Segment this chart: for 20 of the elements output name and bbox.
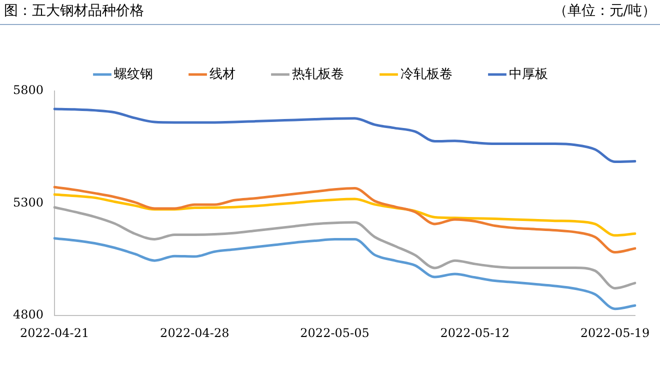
chart-title: 图：五大钢材品种价格: [4, 2, 144, 20]
line-series: [53, 186, 636, 254]
legend-label: 中厚板: [508, 66, 548, 82]
legend-label: 螺纹钢: [114, 66, 153, 82]
y-tick-label: 4800: [12, 308, 44, 322]
x-tick-label: 2022-05-05: [300, 326, 370, 340]
line-series: [53, 108, 636, 163]
legend-label: 线材: [209, 66, 236, 82]
line-series: [53, 237, 636, 310]
line-series: [53, 193, 636, 237]
x-tick-label: 2022-05-12: [440, 326, 510, 340]
x-tick-label: 2022-05-19: [580, 326, 650, 340]
x-tick-label: 2022-04-28: [160, 326, 230, 340]
chart-subtitle: （单位：元/吨）: [553, 2, 656, 20]
legend-label: 热轧板卷: [292, 66, 344, 82]
y-tick-label: 5800: [12, 83, 44, 98]
line-series: [53, 206, 636, 290]
legend-label: 冷轧板卷: [400, 66, 452, 82]
y-tick-label: 5300: [12, 195, 44, 210]
x-tick-label: 2022-04-21: [20, 326, 90, 340]
